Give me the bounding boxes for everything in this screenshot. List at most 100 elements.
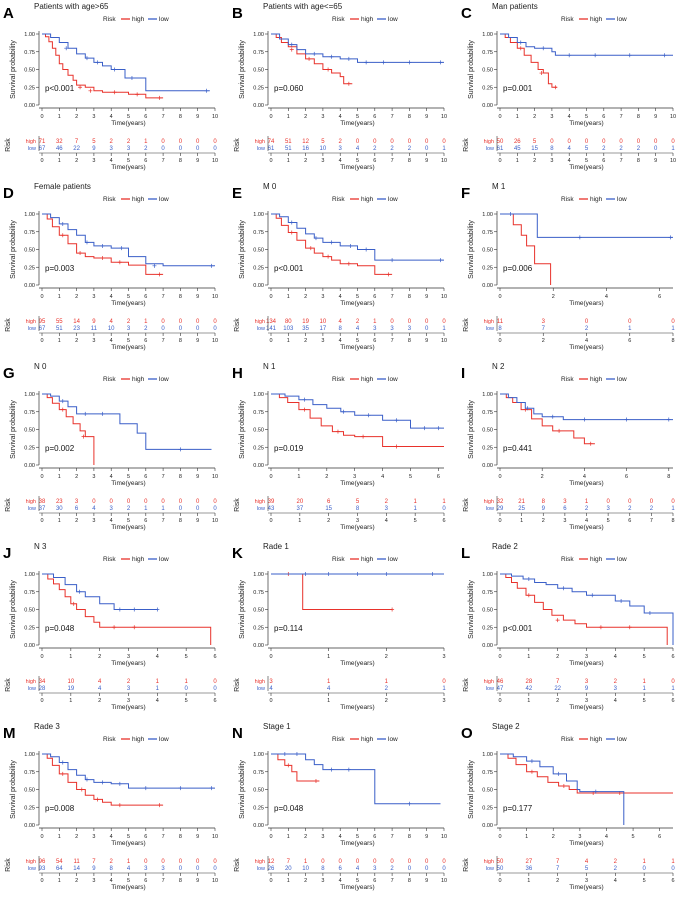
censor-mark-low [390,258,395,263]
censor-mark-low [590,593,595,598]
risk-x-tick-label: 7 [620,158,623,164]
risk-count-high: 2 [127,139,131,145]
risk-x-tick-label: 7 [391,878,394,884]
risk-count-low: 6 [75,506,79,512]
risk-count-low: 2 [637,146,641,152]
risk-count-low: 51 [56,326,63,332]
risk-count-high: 32 [497,499,504,505]
legend: Risk high low [561,556,627,563]
risk-x-tick-label: 9 [425,158,428,164]
risk-count-high: 80 [285,319,292,325]
y-tick-label: 1.00 [24,392,35,398]
risk-count-high: 2 [110,859,114,865]
risk-count-high: 50 [497,139,504,145]
risk-row-label-high: high [255,139,265,145]
risk-count-high: 5 [92,139,96,145]
panel-title: N 3 [34,542,47,551]
risk-x-axis-label: Time(years) [111,884,145,891]
x-tick-label: 5 [632,834,635,840]
y-tick-label: 0.50 [24,788,35,794]
risk-x-tick-label: 10 [441,158,447,164]
risk-count-high: 51 [285,139,292,145]
risk-x-tick-label: 6 [373,158,376,164]
risk-row-label-low: low [486,686,494,692]
y-tick-label: 1.00 [253,752,264,758]
risk-count-low: 0 [213,686,217,692]
risk-x-tick-label: 6 [628,518,631,524]
censor-mark-low [117,781,122,786]
risk-count-low: 43 [268,506,275,512]
x-tick-label: 3 [550,114,553,120]
x-axis-label: Time(years) [111,480,145,487]
survival-curve-high [500,213,552,285]
risk-count-low: 1 [671,146,675,152]
risk-count-high: 0 [213,499,217,505]
x-tick-label: 3 [321,114,324,120]
censor-mark-high [157,803,162,808]
x-axis-label: Time(years) [111,840,145,847]
risk-count-low: 8 [110,866,114,872]
risk-count-low: 9 [92,146,96,152]
censor-mark-high [78,85,83,90]
risk-count-high: 0 [179,859,183,865]
survival-curve-high [500,33,558,88]
risk-count-low: 50 [497,866,504,872]
risk-count-low: 15 [325,506,332,512]
risk-count-high: 2 [385,499,389,505]
survival-curve-high [271,393,444,447]
x-tick-label: 7 [162,294,165,300]
y-axis-label: Survival probability [468,220,475,279]
survival-curve-low [500,393,673,421]
x-tick-label: 8 [179,294,182,300]
panel-letter: N [232,725,243,742]
x-tick-label: 3 [353,474,356,480]
x-tick-label: 4 [605,294,608,300]
p-value: p=0.114 [274,624,303,633]
legend-high-label: high [132,16,145,23]
panel-letter: I [461,365,465,382]
risk-x-tick-label: 0 [498,878,501,884]
legend-low-label: low [617,736,627,743]
legend-low-label: low [388,16,398,23]
risk-count-low: 93 [39,866,46,872]
risk-count-high: 0 [127,499,131,505]
risk-count-high: 0 [671,499,675,505]
risk-count-high: 0 [568,139,572,145]
risk-x-tick-label: 3 [321,338,324,344]
risk-count-low: 1 [442,686,446,692]
censor-mark-high [394,444,399,449]
x-tick-label: 5 [643,654,646,660]
risk-count-high: 2 [339,139,343,145]
risk-count-high: 0 [637,139,641,145]
risk-x-tick-label: 2 [75,338,78,344]
x-tick-label: 8 [179,474,182,480]
x-tick-label: 3 [585,654,588,660]
risk-row-label-high: high [255,859,265,865]
panel-letter: J [3,545,11,562]
y-tick-label: 0.50 [253,428,264,434]
x-tick-label: 7 [162,834,165,840]
x-tick-label: 2 [304,114,307,120]
x-tick-label: 3 [92,834,95,840]
censor-mark-high [308,246,313,251]
x-tick-label: 3 [92,114,95,120]
censor-mark-high [313,778,318,783]
risk-count-high: 0 [619,139,623,145]
x-tick-label: 5 [127,294,130,300]
risk-row-label-high: high [26,319,36,325]
risk-x-tick-label: 5 [356,878,359,884]
censor-mark-low [508,212,513,216]
risk-x-tick-label: 2 [304,158,307,164]
risk-count-high: 0 [356,859,360,865]
legend-title: Risk [561,376,574,383]
censor-mark-low [152,263,157,268]
risk-count-low: 103 [283,326,294,332]
risk-x-axis-label: Time(years) [340,704,374,711]
censor-mark-low [329,54,334,59]
y-tick-label: 0.25 [24,445,35,451]
risk-x-tick-label: 7 [391,158,394,164]
risk-x-tick-label: 1 [58,518,61,524]
y-tick-label: 0.25 [253,265,264,271]
risk-x-tick-label: 4 [110,878,113,884]
